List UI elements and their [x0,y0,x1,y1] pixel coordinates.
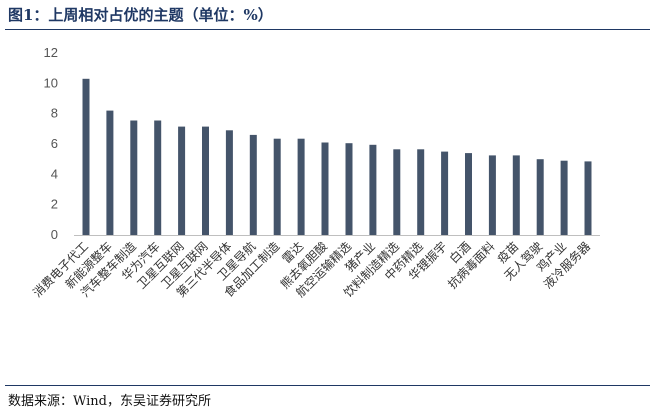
x-axis-ticks: 消费电子代工新能源整车汽车整车制造华为汽车卫星互联网卫星互联网第三代半导体卫星导… [30,239,593,301]
bar [512,155,520,235]
bar [417,149,425,235]
y-tick-label: 10 [44,75,58,90]
source-note: 数据来源：Wind，东吴证券研究所 [8,394,211,409]
y-tick-label: 6 [51,136,58,151]
bars [82,78,592,235]
bar [225,130,233,235]
bar [441,151,449,235]
y-tick-label: 8 [51,106,58,121]
bar [202,126,209,235]
bar [130,120,138,235]
bar [393,149,401,235]
bar [345,143,353,235]
bar [488,155,496,235]
bar [273,138,281,235]
title-divider [5,29,650,30]
bar [560,160,568,235]
bar [249,134,257,235]
figure-title: 图1：上周相对占优的主题（单位：%） [8,6,273,24]
bar [178,126,186,235]
y-tick-label: 12 [44,45,58,60]
y-tick-label: 0 [51,227,58,242]
bar [369,144,377,235]
bar [465,153,472,235]
bar [106,110,114,235]
bar [321,142,329,235]
source-divider [5,385,650,386]
y-tick-label: 2 [51,197,58,212]
bar [82,78,90,235]
bar [297,138,305,235]
x-tick-label: 抗病毒面料 [444,239,497,292]
y-tick-label: 4 [51,166,58,181]
y-axis-ticks: 0 2 4 6 8 10 12 [44,45,58,242]
bar [154,120,162,235]
bar-chart: 0 2 4 6 8 10 12 消费电子代工新能源整车汽车整车制造华为汽车卫星互联网卫星互联… [30,45,600,301]
bar [536,159,544,235]
bar [584,161,592,235]
